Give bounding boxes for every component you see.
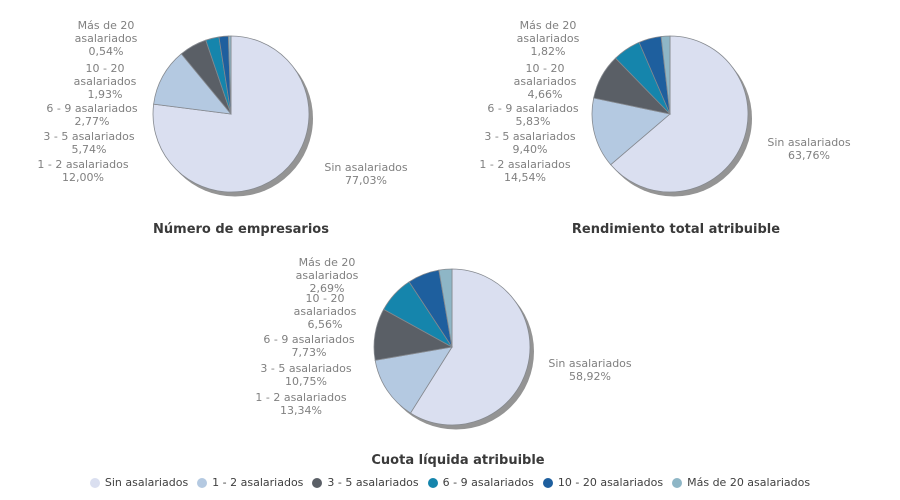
label-line: 2,69% [309, 282, 345, 295]
slice-label-1-2: 1 - 2 asalariados 14,54% [479, 158, 570, 184]
slice-label-sin-asalariados: Sin asalariados 77,03% [324, 161, 407, 187]
label-line: 5,83% [515, 115, 551, 128]
label-line: Sin asalariados [767, 136, 851, 149]
label-line: Más de 20 [519, 19, 577, 32]
slice-label-mas-de-20: Más de 20 asalariados 1,82% [517, 19, 580, 58]
label-line: asalariados [293, 305, 357, 318]
label-line: asalariados [295, 269, 359, 282]
label-line: 63,76% [788, 149, 830, 162]
label-line: 6 - 9 asalariados [46, 102, 138, 115]
pie-slice [227, 35, 232, 115]
label-line: 10 - 20 [305, 292, 345, 305]
label-line: asalariados [73, 75, 137, 88]
legend-label: 6 - 9 asalariados [442, 476, 534, 489]
label-line: asalariados [513, 75, 577, 88]
slice-label-6-9: 6 - 9 asalariados 2,77% [46, 102, 137, 128]
label-line: Más de 20 [298, 256, 356, 269]
slice-label-6-9: 6 - 9 asalariados 5,83% [487, 102, 578, 128]
legend-dot-icon [542, 477, 553, 488]
slice-label-sin-asalariados: Sin asalariados 63,76% [767, 136, 850, 162]
label-line: asalariados [516, 32, 580, 45]
legend-label: 3 - 5 asalariados [327, 476, 419, 489]
legend-item-mas-de-20-asalariados: Más de 20 asalariados [672, 476, 810, 489]
pie-slice [660, 35, 671, 115]
label-line: 6,56% [307, 318, 343, 331]
legend-dot-icon [197, 477, 208, 488]
pie-slice [438, 268, 453, 348]
slice-label-10-20: 10 - 20 asalariados 1,93% [74, 62, 137, 101]
legend-label: Sin asalariados [104, 476, 189, 489]
label-line: Más de 20 [77, 19, 135, 32]
label-line: 3 - 5 asalariados [260, 362, 352, 375]
label-line: 9,40% [512, 143, 548, 156]
label-line: 14,54% [504, 171, 546, 184]
slice-label-1-2: 1 - 2 asalariados 13,34% [255, 391, 346, 417]
slice-label-sin-asalariados: Sin asalariados 58,92% [548, 357, 631, 383]
chart-title-cuota-liquida-atribuible: Cuota líquida atribuible [371, 453, 545, 468]
label-line: 3 - 5 asalariados [484, 130, 576, 143]
label-line: 10 - 20 [525, 62, 565, 75]
label-line: 0,54% [88, 45, 124, 58]
legend-dot-icon [672, 477, 683, 488]
slice-label-mas-de-20: Más de 20 asalariados 0,54% [75, 19, 138, 58]
label-line: 6 - 9 asalariados [487, 102, 579, 115]
pie-slice [610, 35, 749, 193]
legend-dot-icon [89, 477, 100, 488]
label-line: 10,75% [285, 375, 327, 388]
slice-label-3-5: 3 - 5 asalariados 10,75% [260, 362, 351, 388]
legend-label: 1 - 2 asalariados [212, 476, 304, 489]
label-line: Sin asalariados [548, 357, 632, 370]
slice-label-10-20: 10 - 20 asalariados 6,56% [294, 292, 357, 331]
label-line: 1,93% [87, 88, 123, 101]
slice-label-1-2: 1 - 2 asalariados 12,00% [37, 158, 128, 184]
slice-label-3-5: 3 - 5 asalariados 9,40% [484, 130, 575, 156]
chart-legend: Sin asalariados 1 - 2 asalariados 3 - 5 … [0, 476, 900, 489]
legend-item-1-2-asalariados: 1 - 2 asalariados [197, 476, 303, 489]
label-line: 77,03% [345, 174, 387, 187]
slice-label-mas-de-20: Más de 20 asalariados 2,69% [296, 256, 359, 295]
legend-dot-icon [312, 477, 323, 488]
label-line: 3 - 5 asalariados [43, 130, 135, 143]
label-line: 1 - 2 asalariados [37, 158, 129, 171]
label-line: 13,34% [280, 404, 322, 417]
chart-title-numero-de-empresarios: Número de empresarios [153, 222, 329, 237]
label-line: 1,82% [530, 45, 566, 58]
label-line: 1 - 2 asalariados [255, 391, 347, 404]
pie-slice [409, 268, 531, 426]
label-line: 7,73% [291, 346, 327, 359]
label-line: 1 - 2 asalariados [479, 158, 571, 171]
label-line: 5,74% [71, 143, 107, 156]
legend-item-6-9-asalariados: 6 - 9 asalariados [427, 476, 534, 489]
label-line: 58,92% [569, 370, 611, 383]
legend-label: 10 - 20 asalariados [557, 476, 664, 489]
label-line: asalariados [74, 32, 138, 45]
legend-item-10-20-asalariados: 10 - 20 asalariados [542, 476, 664, 489]
slice-label-6-9: 6 - 9 asalariados 7,73% [263, 333, 354, 359]
slice-label-10-20: 10 - 20 asalariados 4,66% [514, 62, 577, 101]
legend-dot-icon [427, 477, 438, 488]
pie-chart-cuota-liquida-atribuible [362, 259, 548, 445]
label-line: Sin asalariados [324, 161, 408, 174]
pie-chart-rendimiento-total-atribuible [580, 26, 766, 212]
label-line: 6 - 9 asalariados [263, 333, 355, 346]
legend-label: Más de 20 asalariados [687, 476, 811, 489]
label-line: 4,66% [527, 88, 563, 101]
pie-slice [374, 346, 453, 414]
legend-item-3-5-asalariados: 3 - 5 asalariados [312, 476, 419, 489]
slice-label-3-5: 3 - 5 asalariados 5,74% [43, 130, 134, 156]
pie-slice [591, 97, 671, 166]
pie-chart-numero-de-empresarios [141, 26, 327, 212]
label-line: 10 - 20 [85, 62, 125, 75]
label-line: 12,00% [62, 171, 104, 184]
legend-item-sin-asalariados: Sin asalariados [89, 476, 189, 489]
label-line: 2,77% [74, 115, 110, 128]
chart-title-rendimiento-total-atribuible: Rendimiento total atribuible [571, 222, 781, 237]
